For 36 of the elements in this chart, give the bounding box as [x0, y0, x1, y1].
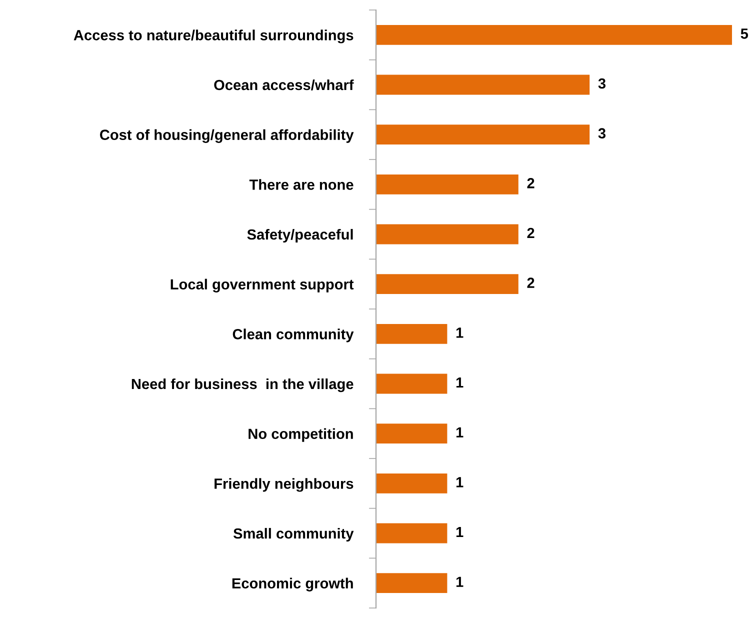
data-label: 2	[527, 228, 534, 238]
y-tick-label: Access to nature/beautiful surroundings	[74, 30, 354, 44]
data-label: 1	[456, 427, 464, 438]
data-label: 1	[456, 328, 464, 338]
y-tick-label: Local government support	[170, 278, 354, 292]
y-tick-label: Need for business in the village	[132, 378, 354, 392]
y-tick-label: Economic growth	[232, 578, 353, 592]
y-tick-label: There are none	[249, 179, 354, 190]
data-label: 3	[598, 128, 606, 139]
data-label: 5	[740, 28, 748, 39]
bar	[376, 74, 590, 95]
y-tick-label: Small community	[233, 528, 354, 542]
y-tick-label: Cost of housing/general affordability	[100, 129, 354, 143]
y-tick-label: Friendly neighbours	[214, 478, 354, 492]
bar	[376, 324, 448, 344]
y-tick-label: Safety/peaceful	[247, 228, 353, 243]
bar	[376, 124, 590, 145]
bar	[376, 24, 732, 45]
y-tick-label: No competition	[248, 428, 353, 442]
data-label: 1	[456, 477, 464, 488]
y-tick-label: Clean community	[232, 328, 354, 342]
data-label: 1	[456, 377, 464, 388]
bar	[376, 374, 448, 394]
y-tick-label: Ocean access/wharf	[214, 79, 354, 90]
bar	[376, 224, 518, 244]
data-label: 1	[456, 576, 464, 587]
data-label: 3	[598, 78, 606, 89]
bar	[376, 174, 518, 194]
data-label: 2	[527, 178, 534, 188]
bar	[376, 473, 448, 494]
bar	[376, 573, 448, 594]
bar	[376, 523, 448, 544]
data-label: 2	[527, 278, 534, 288]
data-label: 1	[456, 526, 464, 538]
bar	[376, 424, 448, 444]
bar	[376, 274, 518, 294]
